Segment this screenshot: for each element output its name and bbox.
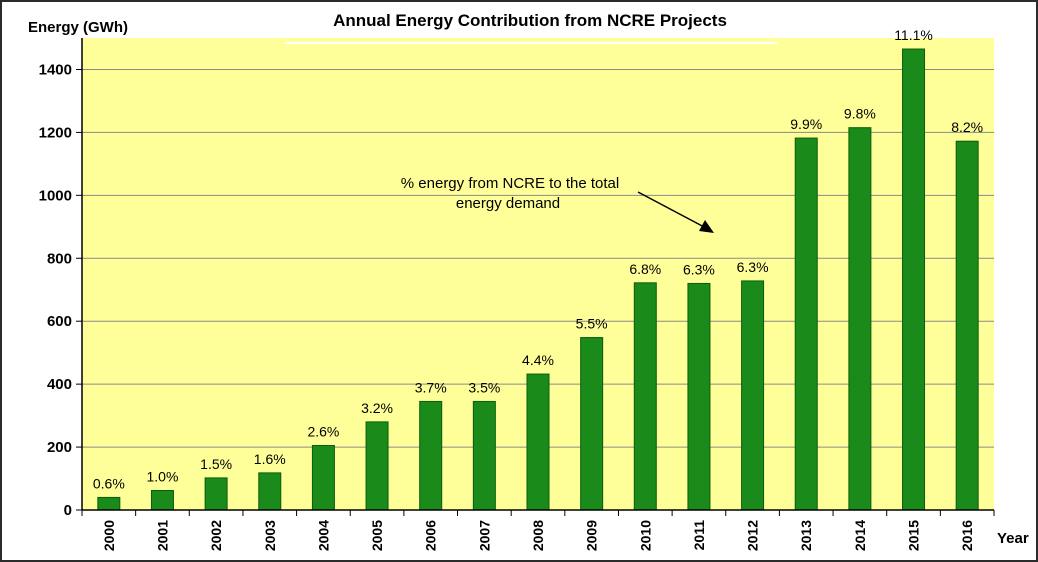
data-label: 8.2% <box>951 119 983 135</box>
bars <box>97 48 979 511</box>
annotation-line-1: % energy from NCRE to the total <box>401 175 619 192</box>
x-tick-label: 2007 <box>476 520 492 551</box>
annotation-line-2: energy demand <box>456 195 560 212</box>
bar <box>526 373 550 511</box>
x-tick-label: 2001 <box>154 520 170 551</box>
bar <box>687 282 711 511</box>
x-tick-label: 2002 <box>208 520 224 551</box>
data-label: 9.9% <box>790 116 822 132</box>
x-tick-label: 2014 <box>852 520 868 551</box>
bar <box>848 127 872 511</box>
bar <box>955 140 979 511</box>
data-label: 1.5% <box>200 456 232 472</box>
data-label: 3.2% <box>361 400 393 416</box>
y-tick-label: 800 <box>47 250 72 267</box>
x-tick-label: 2013 <box>798 520 814 551</box>
bar <box>97 496 121 511</box>
x-tick-label: 2010 <box>637 520 653 551</box>
x-tick-label: 2016 <box>959 520 975 551</box>
bar <box>741 280 765 511</box>
data-labels: 0.6% 1.0% 1.5% 1.6% 2.6% 3.2% 3.7% 3.5% 4.4% 5.5%… <box>93 27 983 491</box>
x-tick-label: 2006 <box>423 520 439 551</box>
bar <box>794 137 818 511</box>
bar <box>365 421 389 511</box>
y-tick-label: 0 <box>64 502 72 519</box>
annotation-arrow <box>637 191 707 229</box>
data-label: 3.5% <box>468 379 500 395</box>
data-label: 0.6% <box>93 475 125 491</box>
data-label: 5.5% <box>576 316 608 332</box>
bar <box>311 444 335 511</box>
x-tick-label: 2000 <box>101 520 117 551</box>
data-label: 11.1% <box>894 27 933 43</box>
annotation-arrowhead <box>699 220 714 233</box>
x-tick-labels: 2000 2001 2002 2003 2004 2005 2006 2007 2008 2009… <box>101 520 975 551</box>
bar <box>419 400 443 511</box>
y-tick-label: 1200 <box>39 124 72 141</box>
bar <box>150 489 174 511</box>
bar <box>902 48 926 511</box>
data-label: 6.8% <box>629 261 661 277</box>
bar <box>204 477 228 511</box>
y-tick-label: 400 <box>47 376 72 393</box>
x-axis-label: Year <box>997 530 1029 547</box>
bar <box>472 400 496 511</box>
x-tick-label: 2008 <box>530 520 546 551</box>
y-tick-label: 600 <box>47 313 72 330</box>
y-tick-labels: 0 200 400 600 800 1000 1200 1400 <box>39 61 72 519</box>
x-tick-label: 2009 <box>584 520 600 551</box>
bar <box>633 282 657 511</box>
data-label: 6.3% <box>737 259 769 275</box>
x-tick-label: 2015 <box>906 520 922 551</box>
data-label: 6.3% <box>683 261 715 277</box>
x-tick-label: 2005 <box>369 520 385 551</box>
bar <box>258 472 282 511</box>
bar <box>580 337 604 511</box>
y-tick-label: 200 <box>47 439 72 456</box>
data-label: 1.6% <box>254 451 286 467</box>
y-tick-label: 1400 <box>39 61 72 78</box>
y-tick-label: 1000 <box>39 187 72 204</box>
data-label: 4.4% <box>522 352 554 368</box>
data-label: 3.7% <box>415 379 447 395</box>
x-tick-label: 2011 <box>691 520 707 551</box>
x-tick-label: 2012 <box>745 520 761 551</box>
data-label: 9.8% <box>844 106 876 122</box>
data-label: 1.0% <box>147 468 179 484</box>
x-tick-label: 2004 <box>315 520 331 551</box>
chart-title: Annual Energy Contribution from NCRE Pro… <box>333 11 727 30</box>
y-axis-label: Energy (GWh) <box>28 19 128 36</box>
data-label: 2.6% <box>307 423 339 439</box>
x-tick-label: 2003 <box>262 520 278 551</box>
